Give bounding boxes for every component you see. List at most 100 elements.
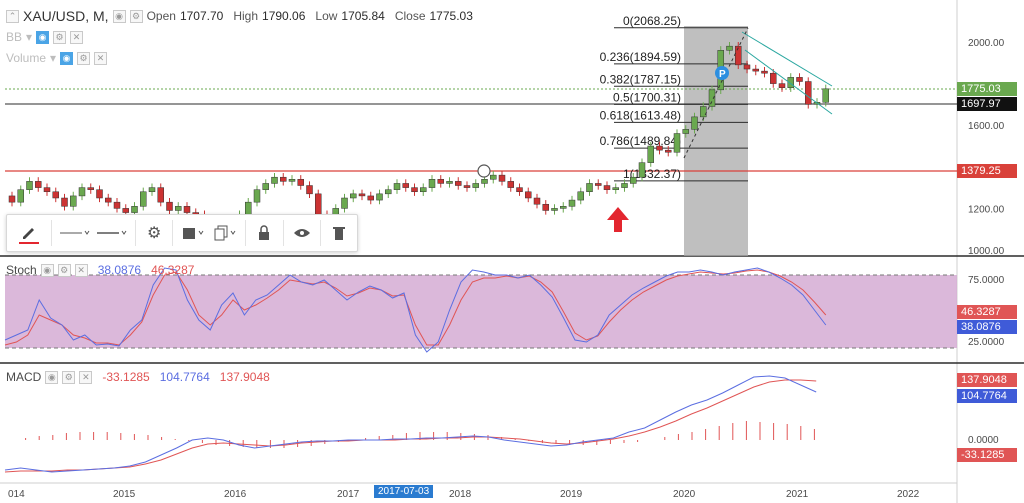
bb-label[interactable]: BB [6, 30, 23, 44]
stoch-band [5, 275, 957, 348]
candle-body [367, 195, 374, 201]
candle-body [131, 206, 138, 213]
fib-level-label: 0.382(1787.15) [600, 72, 681, 86]
pencil-icon[interactable] [13, 218, 45, 248]
eye-icon[interactable] [289, 218, 313, 248]
reference-price-tag: 1697.97 [957, 97, 1017, 111]
collapse-icon[interactable]: ⌃ [6, 9, 19, 23]
eye-toggle-icon[interactable]: ◉ [112, 9, 126, 23]
dropdown-icon[interactable]: ▾ [50, 51, 57, 65]
price-tick-label: 1600.00 [968, 121, 1005, 132]
symbol-title[interactable]: XAU/USD, M, [23, 8, 109, 24]
candle-body [35, 181, 42, 188]
macd-signal-tag: 137.9048 [957, 373, 1017, 387]
candle-body [708, 89, 716, 107]
resistance-price-tag: 1379.25 [957, 164, 1017, 178]
gear-icon[interactable]: ⚙ [57, 263, 71, 277]
candle-body [87, 187, 94, 190]
gear-icon[interactable]: ⚙ [53, 30, 67, 44]
line-width-icon[interactable] [95, 218, 129, 248]
anchor-circle[interactable] [477, 164, 491, 178]
candle-body [428, 179, 436, 188]
candle-body [595, 183, 602, 186]
price-tick-label: 1000.00 [968, 246, 1005, 257]
stoch-label[interactable]: Stoch [6, 263, 37, 277]
time-tick-label: 2018 [449, 489, 472, 500]
clone-icon[interactable] [211, 218, 239, 248]
stoch-d-line [4, 269, 827, 346]
candle-body [516, 187, 523, 193]
volume-label[interactable]: Volume [6, 51, 47, 65]
candle-body [542, 203, 549, 211]
eye-icon[interactable]: ◉ [36, 30, 50, 44]
candle-body [411, 187, 418, 193]
candle-body [350, 193, 357, 199]
fib-level-label: 0.786(1489.84) [600, 134, 681, 148]
candle-body [420, 187, 427, 193]
close-icon[interactable]: ✕ [70, 30, 84, 44]
close-value: 1775.03 [429, 9, 473, 23]
candles [8, 42, 829, 228]
close-icon[interactable]: ✕ [94, 51, 108, 65]
high-value: 1790.06 [262, 9, 306, 23]
candle-body [770, 72, 777, 84]
settings-icon[interactable]: ⚙ [129, 9, 143, 23]
eye-icon[interactable]: ◉ [60, 51, 74, 65]
stoch-k-tag: 38.0876 [957, 320, 1017, 334]
candle-body [638, 162, 646, 178]
eye-icon[interactable]: ◉ [45, 370, 59, 384]
candle-body [533, 197, 541, 205]
channel-upper[interactable] [741, 31, 833, 87]
close-icon[interactable]: ✕ [74, 263, 88, 277]
drawing-toolbar: ⚙ [6, 214, 358, 252]
channel-lower[interactable] [744, 49, 833, 115]
fib-levels[interactable]: 0(2068.25) 0.236(1894.59) 0.382(1787.15) 0.… [600, 14, 748, 182]
gear-icon[interactable]: ⚙ [62, 370, 76, 384]
candle-body [43, 187, 51, 193]
candle-body [525, 191, 532, 199]
candle-body [70, 195, 77, 207]
candle-body [822, 88, 829, 103]
macd-line-tag: 104.7764 [957, 389, 1017, 403]
stoch-tick-label: 75.0000 [968, 275, 1005, 286]
stoch-tick-label: 25.0000 [968, 337, 1005, 348]
candle-body [140, 191, 147, 207]
gear-icon[interactable]: ⚙ [146, 225, 162, 242]
gear-icon[interactable]: ⚙ [77, 51, 91, 65]
candle-body [691, 116, 698, 130]
macd-tick-label: 0.0000 [968, 435, 999, 446]
candle-body [315, 193, 322, 215]
close-icon[interactable]: ✕ [79, 370, 93, 384]
candle-body [656, 145, 663, 151]
p-marker[interactable] [715, 66, 729, 80]
candle-body [735, 45, 742, 66]
stoch-legend: Stoch ◉ ⚙ ✕ 38.0876 46.3287 [6, 263, 194, 277]
fib-level-label: 0.236(1894.59) [600, 50, 681, 64]
candle-body [402, 183, 409, 188]
stoch-k-value: 38.0876 [97, 263, 142, 277]
candle-body [805, 81, 812, 105]
trash-icon[interactable] [327, 218, 351, 248]
candle-body [157, 187, 164, 203]
fib-trend-line[interactable] [683, 27, 749, 159]
dropdown-icon[interactable]: ▾ [26, 30, 33, 44]
candle-body [603, 185, 611, 190]
close-price-tag: 1775.03 [957, 82, 1017, 96]
candle-body [78, 187, 86, 197]
fib-level-label: 0.618(1613.48) [600, 108, 681, 122]
open-value: 1707.70 [179, 9, 224, 23]
fill-icon[interactable] [179, 218, 207, 248]
macd-label[interactable]: MACD [6, 370, 42, 384]
candle-body [700, 106, 707, 118]
candle-body [280, 176, 287, 182]
lock-icon[interactable] [252, 218, 276, 248]
high-label: High [233, 9, 259, 23]
eye-icon[interactable]: ◉ [40, 263, 54, 277]
candle-body [682, 129, 689, 134]
line-style-icon[interactable] [58, 218, 92, 248]
time-axis[interactable]: 014 2015 2016 2017 2018 2019 2020 2021 2022 [8, 489, 920, 500]
candle-body [778, 83, 786, 89]
price-axis[interactable]: 2000.00 1600.00 1200.00 1000.00 75.0000 25.00… [968, 38, 1005, 446]
